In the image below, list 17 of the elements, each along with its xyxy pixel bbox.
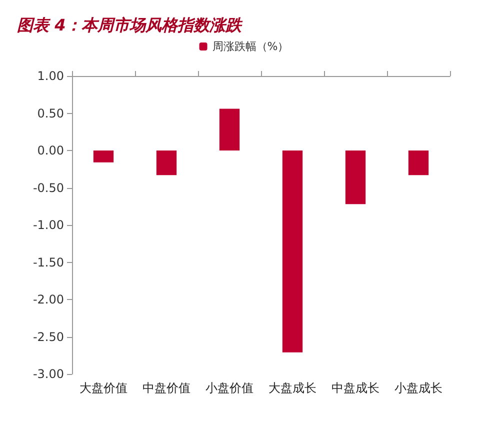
y-tick-label: -0.50 [32, 180, 64, 195]
y-tick-label: -2.00 [32, 292, 64, 306]
y-tick-label: -1.00 [32, 218, 64, 232]
legend-label: 周涨跌幅（%） [212, 40, 289, 53]
y-tick-label: 1.00 [37, 69, 64, 83]
x-tick-label: 小盘成长 [394, 381, 442, 395]
x-tick-label: 中盘价值 [142, 381, 190, 395]
y-tick-label: 0.50 [37, 106, 64, 120]
y-tick-label: -2.50 [32, 330, 64, 344]
y-tick-label: -3.00 [32, 367, 64, 381]
x-tick-label: 小盘价值 [206, 381, 254, 395]
x-tick-label: 大盘成长 [268, 381, 316, 395]
x-tick-label: 大盘价值 [80, 381, 128, 395]
y-tick-label: 0.00 [37, 144, 64, 158]
y-tick-label: -1.50 [32, 255, 64, 270]
chart-title: 图表 4：本周市场风格指数涨跌 [17, 16, 244, 34]
x-tick-label: 中盘成长 [332, 381, 380, 395]
